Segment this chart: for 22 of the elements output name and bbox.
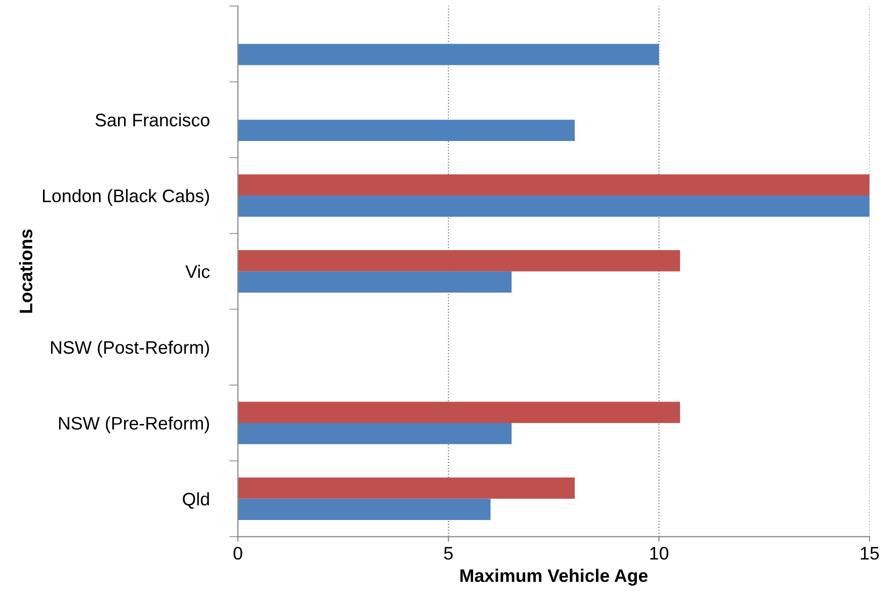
y-tick-label: San Francisco — [96, 113, 210, 126]
x-tick-label: 0 — [234, 546, 242, 560]
bar — [238, 402, 680, 423]
y-axis-title: Locations — [19, 229, 32, 313]
x-tick-label: 10 — [650, 546, 668, 560]
x-axis-title: Maximum Vehicle Age — [460, 568, 648, 586]
y-tick-label: Qld — [182, 492, 209, 509]
bar — [238, 44, 659, 66]
y-tick-label: NSW (Post-Reform) — [51, 340, 209, 358]
y-tick-label: NSW (Pre-Reform) — [59, 416, 209, 434]
bar — [238, 271, 512, 293]
y-tick-label: Vic — [185, 264, 210, 278]
bar — [238, 422, 512, 444]
bar — [238, 250, 680, 272]
y-tick-label: London (Black Cabs) — [42, 189, 209, 206]
bar — [238, 498, 491, 520]
x-tick-label: 15 — [860, 547, 879, 560]
bar — [238, 174, 870, 196]
bar — [238, 196, 870, 217]
bar — [238, 478, 575, 499]
bar — [238, 120, 575, 141]
x-tick-label: 5 — [444, 547, 453, 560]
